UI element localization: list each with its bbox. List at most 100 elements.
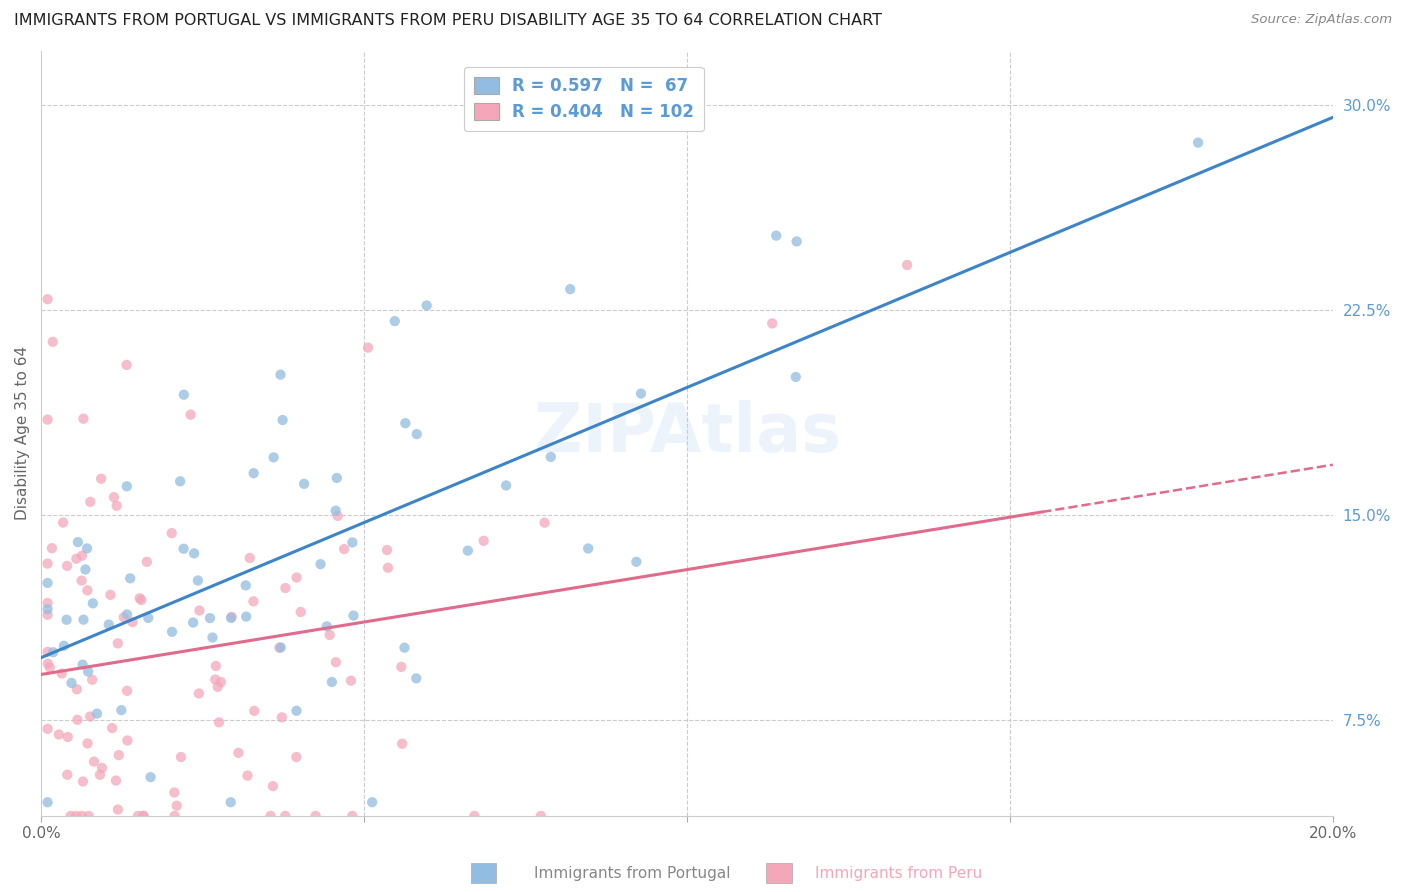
Point xyxy=(495,478,517,492)
Point xyxy=(205,659,228,673)
Text: Source: ZipAtlas.com: Source: ZipAtlas.com xyxy=(1251,13,1392,27)
Point xyxy=(290,605,312,619)
Point xyxy=(76,541,98,556)
Point xyxy=(77,665,100,679)
Point xyxy=(384,314,406,328)
Point xyxy=(70,549,93,563)
Point xyxy=(340,673,363,688)
Point xyxy=(37,557,59,571)
Point xyxy=(97,617,120,632)
Point xyxy=(208,715,231,730)
Point xyxy=(270,710,292,724)
Point xyxy=(415,298,437,312)
Point xyxy=(66,682,89,697)
Point xyxy=(457,543,479,558)
Y-axis label: Disability Age 35 to 64: Disability Age 35 to 64 xyxy=(15,346,30,520)
Point xyxy=(163,809,186,823)
Point xyxy=(269,640,291,655)
Point xyxy=(37,596,59,610)
Text: IMMIGRANTS FROM PORTUGAL VS IMMIGRANTS FROM PERU DISABILITY AGE 35 TO 64 CORRELA: IMMIGRANTS FROM PORTUGAL VS IMMIGRANTS F… xyxy=(14,13,882,29)
Point xyxy=(135,555,157,569)
Point xyxy=(52,516,75,530)
Point xyxy=(333,542,356,557)
Point xyxy=(274,581,297,595)
Point xyxy=(187,574,209,588)
Point xyxy=(60,676,83,690)
Text: Immigrants from Portugal: Immigrants from Portugal xyxy=(534,866,731,881)
Point xyxy=(201,631,224,645)
Point xyxy=(173,541,195,556)
Point xyxy=(576,541,599,556)
Point xyxy=(52,639,75,653)
Point xyxy=(786,235,808,249)
Point xyxy=(127,809,149,823)
Point xyxy=(115,479,138,493)
Point xyxy=(42,645,65,659)
Point xyxy=(315,619,337,633)
Point xyxy=(55,613,77,627)
Legend: R = 0.597   N =  67, R = 0.404   N = 102: R = 0.597 N = 67, R = 0.404 N = 102 xyxy=(464,67,704,131)
Point xyxy=(342,809,364,823)
Point xyxy=(72,774,94,789)
Point xyxy=(173,387,195,401)
Point xyxy=(76,583,98,598)
Point xyxy=(37,292,59,306)
Point xyxy=(321,675,343,690)
Point xyxy=(70,809,93,823)
Point xyxy=(65,809,87,823)
Point xyxy=(228,746,250,760)
Point xyxy=(105,773,128,788)
Point xyxy=(361,795,384,809)
Point xyxy=(342,608,364,623)
Point xyxy=(259,809,281,823)
Point xyxy=(72,657,94,672)
Point xyxy=(285,750,308,764)
Point xyxy=(209,675,232,690)
Point xyxy=(269,368,291,382)
Point xyxy=(115,683,138,698)
Point xyxy=(326,508,349,523)
Point xyxy=(896,258,918,272)
Point xyxy=(65,551,87,566)
Point xyxy=(117,733,139,747)
Point xyxy=(66,535,89,549)
Point xyxy=(181,615,204,630)
Point xyxy=(219,611,242,625)
Point xyxy=(204,673,226,687)
Text: Immigrants from Peru: Immigrants from Peru xyxy=(815,866,983,881)
Point xyxy=(1187,136,1209,150)
Point xyxy=(128,591,150,606)
Point xyxy=(91,761,114,775)
Point xyxy=(309,557,332,571)
Point xyxy=(533,516,555,530)
Point xyxy=(48,727,70,741)
Point xyxy=(41,541,63,556)
Point xyxy=(75,562,97,576)
Point xyxy=(325,504,347,518)
Point xyxy=(243,704,266,718)
Point xyxy=(107,803,129,817)
Point xyxy=(70,574,93,588)
Point xyxy=(187,686,209,700)
Point xyxy=(263,450,285,465)
Point xyxy=(115,358,138,372)
Point xyxy=(169,475,191,489)
Point xyxy=(37,657,59,671)
Point xyxy=(101,721,124,735)
Point xyxy=(103,490,125,504)
Point xyxy=(463,809,485,823)
Point xyxy=(325,655,347,669)
Text: ZIPAtlas: ZIPAtlas xyxy=(533,401,841,467)
Point xyxy=(37,795,59,809)
Point xyxy=(170,750,193,764)
Point xyxy=(42,334,65,349)
Point xyxy=(163,785,186,799)
Point xyxy=(560,282,582,296)
Point xyxy=(37,576,59,591)
Point xyxy=(105,499,128,513)
Point xyxy=(242,466,264,480)
Point xyxy=(51,666,73,681)
Point xyxy=(79,709,101,723)
Point xyxy=(56,768,79,782)
Point xyxy=(236,769,259,783)
